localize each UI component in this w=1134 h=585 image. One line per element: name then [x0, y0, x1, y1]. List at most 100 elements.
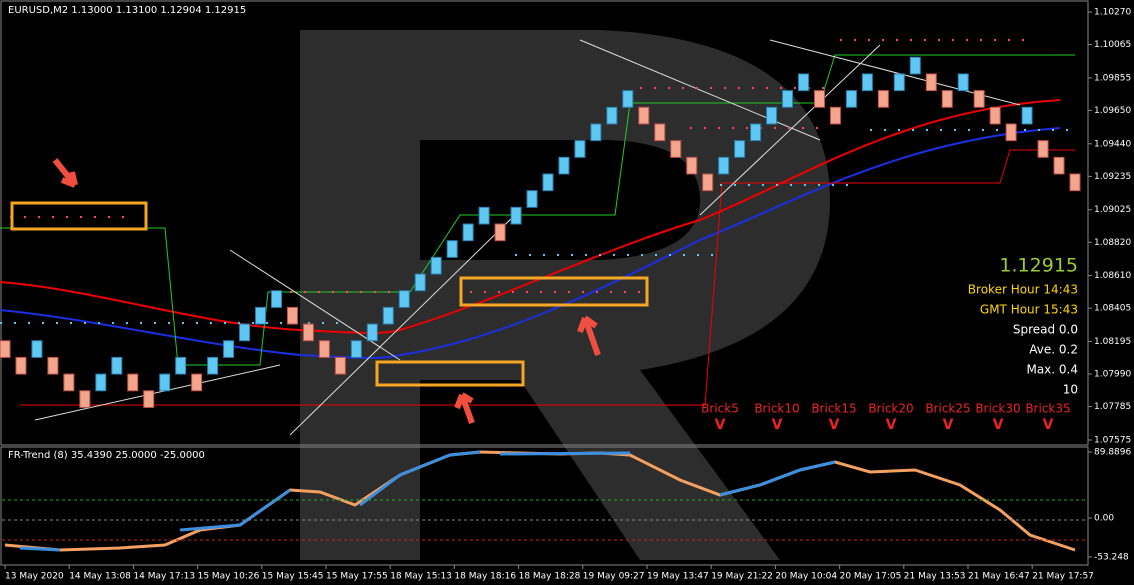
down-brick — [15, 356, 27, 375]
brick-label: Brick30 — [975, 402, 1020, 416]
y-tick-label: 1.09650 — [1094, 106, 1131, 116]
time-label: 19 May 21:22 — [711, 572, 773, 582]
y-tick-label: 1.07990 — [1094, 370, 1131, 380]
down-brick — [494, 223, 506, 242]
price: 1.12915 — [999, 255, 1078, 277]
count: 10 — [1063, 383, 1078, 397]
up-brick — [382, 306, 394, 325]
time-label: 14 May 17:13 — [133, 572, 195, 582]
down-brick — [143, 390, 155, 408]
time-label: 20 May 10:04 — [775, 572, 837, 582]
down-brick — [79, 390, 91, 408]
down-brick — [47, 356, 59, 375]
down-brick — [686, 156, 698, 175]
brick-label: Brick15 — [811, 402, 856, 416]
y-tick-label: 1.09855 — [1094, 73, 1131, 83]
y-tick-label: 1.08820 — [1094, 238, 1131, 248]
brick-label: Brick35 — [1025, 402, 1070, 416]
maximum: Max. 0.4 — [1026, 363, 1078, 377]
up-brick — [957, 73, 969, 92]
up-brick — [606, 106, 618, 125]
down-brick — [654, 123, 666, 142]
indicator-tick-label: 0.00 — [1094, 513, 1114, 523]
up-brick — [782, 90, 794, 108]
y-tick-label: 1.07575 — [1094, 436, 1131, 446]
up-brick — [718, 156, 730, 175]
y-tick-label: 1.09235 — [1094, 172, 1131, 182]
symbol-header: EURUSD,M2 1.13000 1.13100 1.12904 1.1291… — [8, 5, 246, 16]
up-brick — [734, 140, 746, 158]
down-brick — [1037, 140, 1049, 158]
up-brick — [255, 306, 267, 325]
up-brick — [239, 323, 251, 342]
up-brick — [750, 123, 762, 142]
up-brick — [542, 173, 554, 192]
indicator-tick-label: -53.248 — [1094, 553, 1129, 563]
time-label: 21 May 16:47 — [968, 572, 1030, 582]
down-brick — [0, 340, 11, 358]
indicator-header: FR-Trend (8) 35.4390 25.0000 -25.0000 — [8, 450, 205, 461]
time-label: 18 May 15:13 — [390, 572, 452, 582]
down-brick — [989, 106, 1001, 125]
info-panel: 1.12915 Broker Hour 14:43 GMT Hour 15:43… — [968, 255, 1078, 397]
down-brick — [829, 106, 841, 125]
time-label: 18 May 18:28 — [519, 572, 581, 582]
broker-hour: Broker Hour 14:43 — [968, 283, 1078, 297]
up-brick — [31, 340, 43, 358]
up-brick — [478, 206, 490, 225]
down-brick — [127, 373, 139, 392]
up-brick — [462, 223, 474, 242]
down-brick — [702, 173, 714, 192]
up-brick — [574, 140, 586, 158]
y-tick-label: 1.10065 — [1094, 40, 1131, 50]
up-brick — [861, 73, 873, 92]
brick-label: Brick20 — [868, 402, 913, 416]
indicator-tick-label: 89.8896 — [1094, 448, 1131, 458]
up-brick — [590, 123, 602, 142]
time-label: 18 May 18:16 — [454, 572, 516, 582]
y-tick-label: 1.07785 — [1094, 402, 1131, 412]
watermark — [300, 30, 830, 560]
up-brick — [366, 323, 378, 342]
up-brick — [446, 240, 458, 258]
down-brick — [302, 323, 314, 342]
brick-label: Brick10 — [754, 402, 799, 416]
down-brick — [334, 356, 346, 375]
down-brick — [286, 306, 298, 325]
up-brick — [398, 290, 410, 308]
up-brick — [845, 90, 857, 108]
signal: V — [993, 417, 1004, 433]
up-brick — [558, 156, 570, 175]
time-label: 14 May 13:08 — [69, 572, 131, 582]
main-frame — [0, 0, 1089, 446]
up-brick — [414, 273, 426, 292]
time-label: 21 May 13:53 — [904, 572, 966, 582]
down-brick — [941, 90, 953, 108]
average: Ave. 0.2 — [1029, 343, 1078, 357]
down-brick — [1053, 156, 1065, 175]
y-tick-label: 1.08610 — [1094, 271, 1131, 281]
down-brick — [638, 106, 650, 125]
up-brick — [223, 340, 235, 358]
time-label: 21 May 17:57 — [1032, 572, 1094, 582]
up-brick — [526, 190, 538, 208]
time-label: 19 May 13:47 — [647, 572, 709, 582]
time-label: 15 May 15:45 — [262, 572, 324, 582]
up-brick — [175, 356, 187, 375]
up-brick — [207, 356, 219, 375]
y-tick-label: 1.08195 — [1094, 337, 1131, 347]
up-brick — [270, 290, 282, 308]
signal: V — [829, 417, 840, 433]
down-brick — [318, 340, 330, 358]
up-brick — [430, 256, 442, 275]
brick-label: Brick5 — [701, 402, 739, 416]
time-label: 13 May 2020 — [5, 572, 64, 582]
y-tick-label: 1.10270 — [1094, 8, 1131, 18]
time-label: 20 May 17:05 — [840, 572, 902, 582]
down-brick — [925, 73, 937, 92]
down-brick — [1005, 123, 1017, 142]
up-brick — [350, 340, 362, 358]
signal: V — [886, 417, 897, 433]
signal: V — [772, 417, 783, 433]
